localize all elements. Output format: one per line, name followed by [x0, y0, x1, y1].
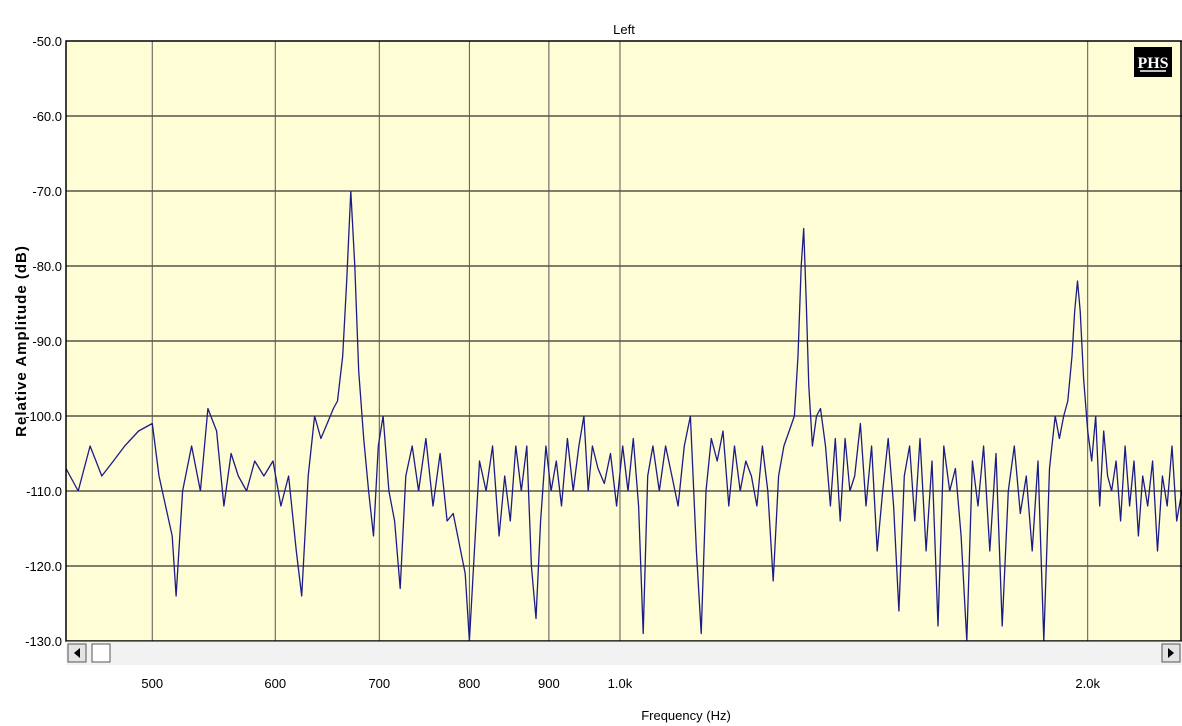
y-tick-label: -50.0: [32, 34, 62, 49]
horizontal-scrollbar[interactable]: [66, 640, 1182, 665]
x-tick-label: 800: [459, 676, 481, 691]
x-tick-label: 2.0k: [1075, 676, 1100, 691]
x-tick-label: 900: [538, 676, 560, 691]
x-tick-label: 600: [264, 676, 286, 691]
y-tick-label: -70.0: [32, 184, 62, 199]
x-tick-label: 700: [368, 676, 390, 691]
x-axis-label: Frequency (Hz): [641, 708, 731, 723]
badge-text: PHS: [1137, 55, 1168, 72]
x-tick-label: 1.0k: [608, 676, 633, 691]
y-tick-label: -90.0: [32, 334, 62, 349]
scroll-right-button[interactable]: [1161, 643, 1181, 663]
chevron-right-icon: [1168, 648, 1174, 658]
scroll-left-button[interactable]: [67, 643, 87, 663]
y-tick-label: -100.0: [25, 409, 62, 424]
y-tick-label: -130.0: [25, 634, 62, 649]
phs-badge: PHS: [1134, 47, 1172, 77]
x-tick-labels: 500 600 700 800 900 1.0k 2.0k: [141, 676, 1100, 691]
y-tick-labels: -50.0 -60.0 -70.0 -80.0 -90.0 -100.0 -110.0 -12…: [25, 34, 62, 649]
y-tick-label: -110.0: [26, 484, 62, 499]
chart-title: Left: [613, 22, 635, 37]
x-tick-label: 500: [141, 676, 163, 691]
y-tick-label: -60.0: [32, 109, 62, 124]
series-line: [65, 190, 1182, 642]
chevron-left-icon: [74, 648, 80, 658]
scroll-thumb[interactable]: [91, 643, 111, 663]
y-tick-label: -80.0: [32, 259, 62, 274]
y-axis-label: Relative Amplitude (dB): [13, 245, 30, 437]
y-tick-label: -120.0: [25, 559, 62, 574]
